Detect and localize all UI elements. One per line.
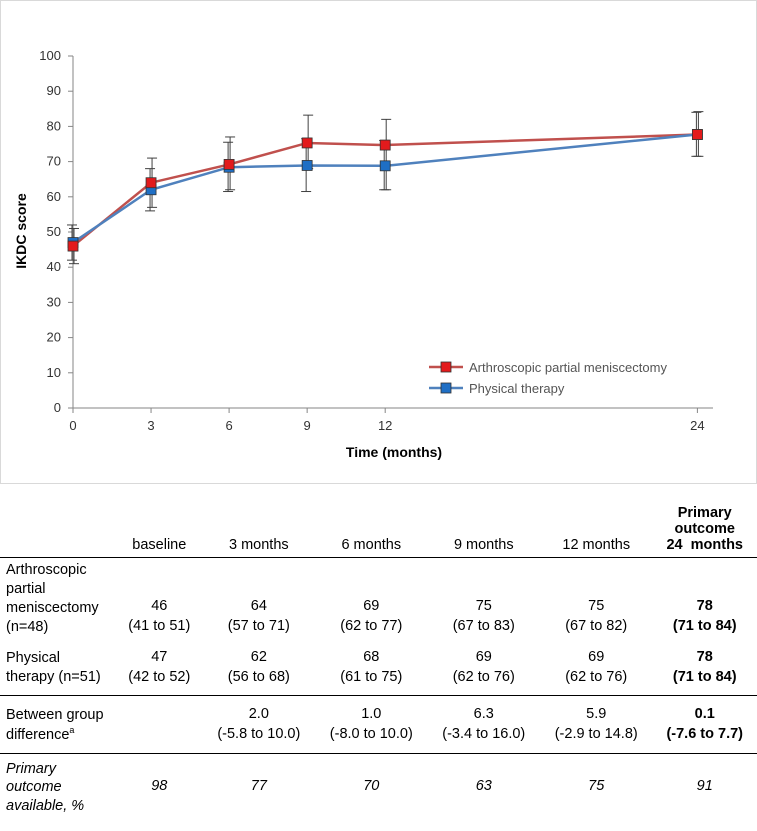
row-label-apm-l1: Arthroscopic [6, 562, 87, 578]
cell-avail-9m: 63 [475, 777, 492, 794]
y-tick-label-60: 60 [47, 189, 61, 204]
row-label-availability: Primary outcome available, % [0, 753, 116, 819]
cell-apm-3m: 64 (57 to 71) [227, 598, 290, 634]
x-tick-label-9: 9 [304, 418, 311, 433]
header-6-months: 6 months [315, 502, 428, 558]
cell-apm-6m: 69 (62 to 77) [340, 598, 403, 634]
legend-label-pt: Physical therapy [469, 381, 565, 396]
legend-marker-apm [440, 361, 452, 373]
point-apm-9 [301, 137, 313, 149]
row-label-apm-l3: meniscectomy [6, 599, 99, 616]
footnote-marker: a [69, 724, 75, 735]
row-label-apm-l4: (n=48) [6, 618, 49, 635]
table-row-apm: Arthroscopic partial meniscectomy (n=48)… [0, 558, 757, 640]
y-tick-label-10: 10 [47, 365, 61, 380]
y-tick-label-70: 70 [47, 154, 61, 169]
cell-diff-9m: 6.3 (-3.4 to 16.0) [427, 695, 540, 754]
row-label-apm: Arthroscopic partial meniscectomy (n=48) [0, 558, 116, 640]
row-label-pt: Physical therapy (n=51) [0, 639, 116, 697]
cell-apm-baseline: 46 (41 to 51) [128, 598, 191, 634]
x-tick-label-0: 0 [69, 418, 76, 433]
header-9-months: 9 months [427, 502, 540, 558]
row-label-difference: Between group differencea [0, 695, 116, 754]
cell-pt-baseline: 47 (42 to 52) [116, 639, 203, 697]
cell-diff-12m: 5.9 (-2.9 to 14.8) [540, 695, 653, 754]
cell-pt-6m: 68 (61 to 75) [315, 639, 428, 697]
y-tick-label-50: 50 [47, 224, 61, 239]
point-apm-24 [691, 129, 703, 140]
cell-pt-3m: 62 (56 to 68) [202, 639, 316, 697]
row-label-apm-l2: partial [6, 580, 46, 597]
cell-diff-6m: 1.0 (-8.0 to 10.0) [315, 695, 428, 754]
cell-diff-3m: 2.0 (-5.8 to 10.0) [202, 695, 316, 754]
row-label-diff-l2: differencea [6, 724, 75, 743]
point-apm-6 [223, 159, 235, 170]
x-axis-title: Time (months) [346, 444, 442, 460]
point-pt-9 [301, 160, 313, 171]
cell-apm-9m: 75 (67 to 83) [452, 598, 515, 634]
cell-avail-12m: 75 [588, 777, 605, 794]
y-tick-label-20: 20 [47, 330, 61, 345]
cell-apm-24m: 78 (71 to 84) [672, 598, 737, 634]
axes: 0 10 20 30 40 50 60 70 80 90 100 0 3 6 9 12 24 [39, 48, 713, 433]
legend: Arthroscopic partial meniscectomy Physic… [429, 360, 667, 396]
header-baseline: baseline [116, 502, 203, 558]
row-label-avail-l1: Primary [6, 760, 56, 777]
cell-diff-24m: 0.1 (-7.6 to 7.7) [652, 695, 757, 754]
row-label-avail-l3: available, % [6, 798, 85, 815]
y-tick-label-90: 90 [47, 83, 61, 98]
y-axis-title: IKDC score [13, 193, 29, 269]
x-tick-label-12: 12 [378, 418, 392, 433]
x-tick-label-6: 6 [225, 418, 232, 433]
cell-diff-baseline [116, 695, 203, 754]
legend-label-apm: Arthroscopic partial meniscectomy [469, 360, 667, 375]
row-label-pt-l2: therapy (n=51) [6, 669, 101, 686]
series-layer [67, 111, 704, 265]
cell-avail-3m: 77 [250, 777, 267, 794]
y-tick-label-40: 40 [47, 259, 61, 274]
header-24-months: Primary outcome 24 months [652, 502, 757, 558]
header-12-months: 12 months [540, 502, 653, 558]
row-label-avail-l2: outcome [6, 779, 62, 796]
cell-pt-9m: 69 (62 to 76) [427, 639, 540, 697]
ikdc-line-chart: 0 10 20 30 40 50 60 70 80 90 100 0 3 6 9 12 24 Time (mon… [13, 48, 713, 460]
header-primary-l3: 24 months [666, 537, 743, 553]
series-line-pt [72, 133, 698, 244]
cell-avail-6m: 70 [363, 777, 380, 794]
y-tick-label-0: 0 [54, 400, 61, 415]
cell-pt-12m: 69 (62 to 76) [540, 639, 653, 697]
point-pt-12 [379, 160, 391, 172]
x-tick-label-24: 24 [690, 418, 704, 433]
table-row-availability: Primary outcome available, % 98 77 70 63… [0, 753, 757, 819]
table-header-row: baseline 3 months 6 months 9 months 12 m… [0, 502, 757, 558]
row-label-pt-l1: Physical [6, 650, 60, 667]
cell-avail-24m: 91 [696, 777, 713, 794]
cell-pt-24m: 78 (71 to 84) [652, 639, 757, 697]
header-primary-l1: Primary [677, 505, 732, 521]
point-apm-3 [145, 177, 157, 189]
x-tick-label-3: 3 [147, 418, 154, 433]
chart-area: 0 10 20 30 40 50 60 70 80 90 100 0 3 6 9 12 24 Time (mon… [0, 0, 757, 484]
legend-marker-pt [440, 382, 452, 394]
header-empty [0, 502, 116, 558]
y-tick-label-30: 30 [47, 294, 61, 309]
table-row-difference: Between group differencea 2.0 (-5.8 to 10… [0, 695, 757, 754]
results-table: baseline 3 months 6 months 9 months 12 m… [0, 502, 757, 819]
y-tick-label-100: 100 [39, 48, 61, 63]
header-3-months: 3 months [202, 502, 316, 558]
header-primary-l2: outcome [674, 521, 735, 537]
point-apm-0 [67, 240, 79, 252]
table-row-pt: Physical therapy (n=51) 47 (42 to 52) 62(… [0, 639, 757, 697]
y-tick-label-80: 80 [47, 118, 61, 133]
series-line-apm [72, 133, 698, 248]
point-apm-12 [379, 139, 391, 151]
cell-apm-12m: 75 (67 to 82) [565, 598, 628, 634]
cell-avail-baseline: 98 [151, 777, 168, 794]
row-label-diff-l1: Between group [6, 707, 104, 724]
